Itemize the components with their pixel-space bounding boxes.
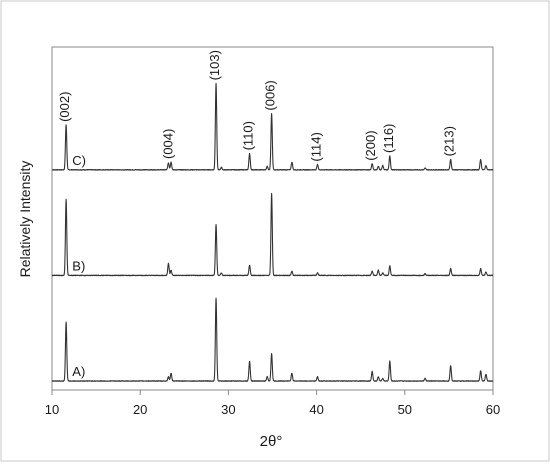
series-line-2: [51, 297, 494, 382]
peak-label: (006): [263, 80, 278, 110]
series-line-1: [51, 192, 494, 277]
x-tick-label: 30: [221, 402, 235, 417]
series-label: C): [72, 153, 86, 168]
x-axis-label: 2θ°: [260, 433, 283, 450]
x-tick-label: 20: [133, 402, 147, 417]
peak-label: (114): [309, 132, 324, 161]
y-axis-label: Relatively Intensity: [17, 161, 33, 278]
x-tick-label: 50: [398, 402, 412, 417]
plot-frame: [51, 46, 494, 391]
series-label: A): [72, 364, 85, 379]
x-tick-label: 40: [309, 402, 323, 417]
peak-label: (002): [57, 92, 72, 122]
peak-label: (103): [207, 50, 222, 80]
peak-label: (213): [442, 126, 457, 156]
peak-label: (116): [381, 124, 396, 153]
x-tick-label: 10: [45, 402, 59, 417]
series-line-0: [51, 82, 494, 171]
peak-label: (110): [241, 121, 256, 150]
x-tick-label: 60: [486, 402, 500, 417]
series-label: B): [72, 259, 85, 274]
peak-label: (200): [363, 130, 378, 160]
peak-label: (004): [160, 129, 175, 159]
